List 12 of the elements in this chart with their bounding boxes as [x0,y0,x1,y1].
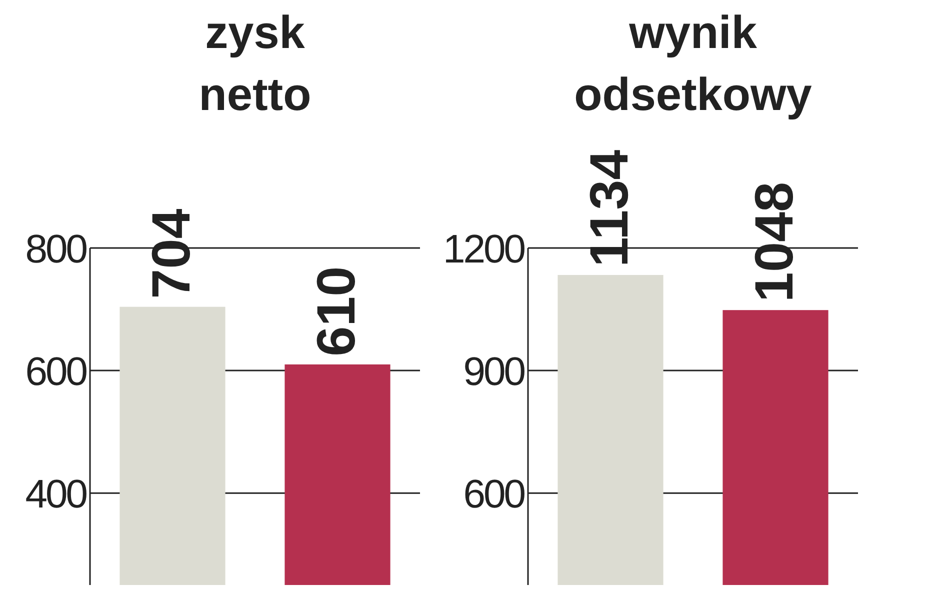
chart-title: zysk netto [198,6,312,120]
data-label: 704 [142,208,202,299]
y-tick-label: 400 [25,472,87,516]
data-label: 1048 [744,182,804,302]
y-tick-label: 900 [463,350,525,394]
y-tick-label: 800 [25,227,87,272]
y-tick-label: 600 [25,350,87,394]
data-label: 610 [306,266,366,356]
chart-title: wynik odsetkowy [574,6,812,120]
data-label: 1134 [580,150,640,267]
y-tick-label: 1200 [443,227,525,272]
y-tick-label: 600 [463,472,525,516]
